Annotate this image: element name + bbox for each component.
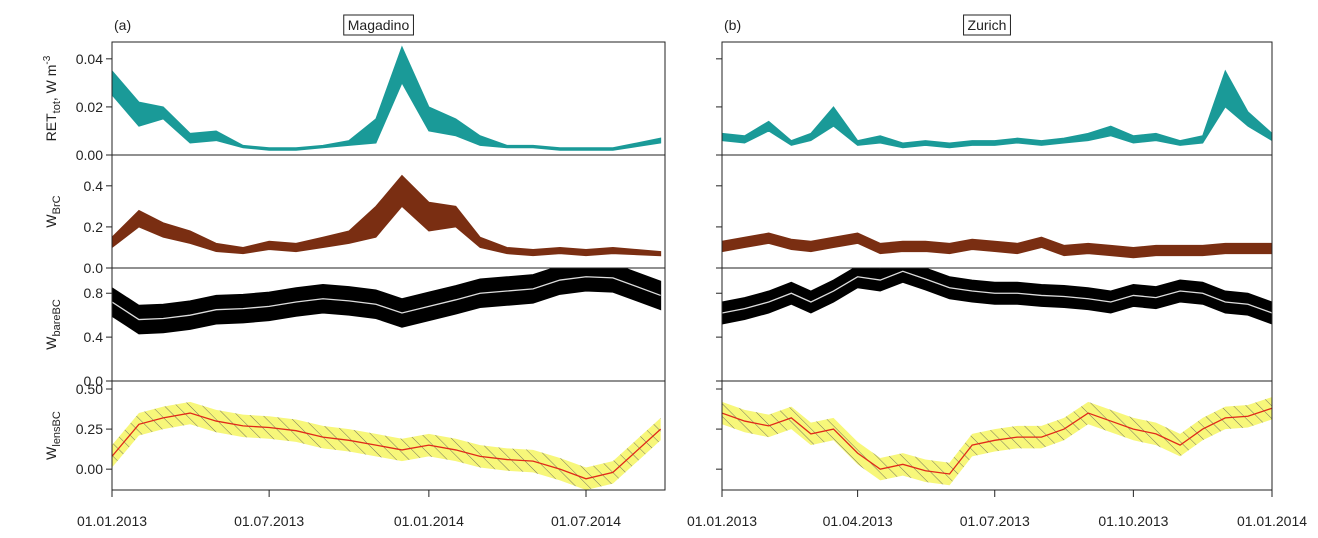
y-tick-label: 0.4 <box>84 329 104 345</box>
plot-area <box>112 45 662 151</box>
x-tick-label: 01.01.2014 <box>1237 513 1307 529</box>
label-sub: lensBC <box>51 411 63 447</box>
title-box <box>963 14 1011 36</box>
panel-label: (b) <box>724 17 741 33</box>
label-sub: BrC <box>51 195 63 214</box>
x-tick-label: 01.01.2013 <box>77 513 147 529</box>
band <box>722 268 1272 325</box>
plot-area <box>722 69 1272 149</box>
label-main: W <box>43 336 59 350</box>
plot-area <box>722 268 1272 325</box>
y-tick-label: 0.0 <box>84 373 104 389</box>
label-post: , W m <box>43 65 59 102</box>
y-tick-label: 0.00 <box>76 147 103 163</box>
band <box>722 232 1272 259</box>
x-tick-label: 01.07.2014 <box>551 513 621 529</box>
label-sup: -3 <box>42 55 53 64</box>
x-tick-label: 01.01.2014 <box>394 513 464 529</box>
plot-area <box>112 401 662 490</box>
y-axis-label: WlensBC <box>43 411 63 460</box>
title-box <box>343 14 414 36</box>
label-main: W <box>43 446 59 460</box>
band <box>112 174 662 257</box>
panel-label: (a) <box>114 17 131 33</box>
y-axis-label: WbareBC <box>43 299 63 350</box>
center-line <box>112 276 661 321</box>
y-tick-label: 0.02 <box>76 99 103 115</box>
label-sub: tot <box>51 101 63 113</box>
panel-title: Magadino <box>348 17 410 33</box>
plot-area <box>722 232 1272 259</box>
x-tick-label: 01.10.2013 <box>1098 513 1168 529</box>
panel-title: Zurich <box>968 17 1007 33</box>
y-axis-label: RETtot, W m-3 <box>42 55 63 141</box>
y-tick-label: 0.00 <box>76 461 103 477</box>
x-tick-label: 01.07.2013 <box>234 513 304 529</box>
label-main: W <box>43 214 59 228</box>
y-axis-label: WBrC <box>43 195 63 227</box>
label-main: RET <box>43 113 59 141</box>
center-line <box>722 407 1272 475</box>
y-tick-label: 0.25 <box>76 421 103 437</box>
y-tick-label: 0.4 <box>84 178 104 194</box>
x-tick-label: 01.07.2013 <box>960 513 1030 529</box>
panel-frame <box>721 380 1273 491</box>
y-tick-label: 0.0 <box>84 260 104 276</box>
y-tick-label: 0.04 <box>76 51 103 67</box>
band <box>112 268 662 335</box>
band <box>722 397 1272 486</box>
x-tick-label: 01.01.2013 <box>687 513 757 529</box>
center-line <box>112 412 662 480</box>
band <box>112 45 662 151</box>
plot-area <box>722 397 1272 486</box>
y-tick-label: 0.50 <box>76 381 103 397</box>
plot-area <box>112 268 662 335</box>
label-sub: bareBC <box>51 299 63 336</box>
band <box>722 69 1272 149</box>
plot-area <box>112 174 662 257</box>
x-tick-label: 01.04.2013 <box>823 513 893 529</box>
y-tick-label: 0.8 <box>84 285 104 301</box>
band <box>112 401 661 490</box>
y-tick-label: 0.2 <box>84 219 104 235</box>
panel-frame <box>111 380 666 491</box>
center-line <box>722 270 1272 314</box>
